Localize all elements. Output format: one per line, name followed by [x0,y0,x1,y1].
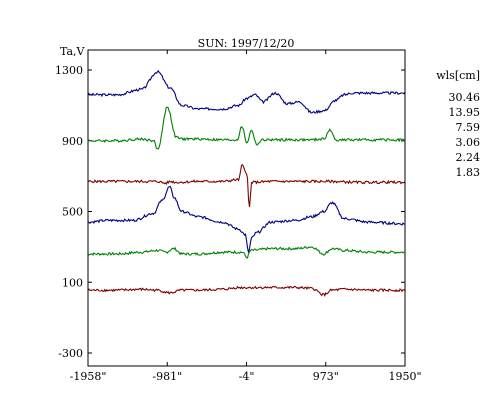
legend-item: 3.06 [456,136,481,149]
series-line [87,106,406,150]
data-series [87,69,406,297]
series-line [87,245,406,259]
plot-frame [87,49,406,367]
series-line [87,164,406,208]
legend-item: 1.83 [456,166,481,179]
y-tick-label: -300 [58,347,83,360]
legend-item: 7.59 [456,121,481,134]
chart-title: SUN: 1997/12/20 [198,37,295,50]
x-tick-label: -1958" [70,370,107,383]
x-tick-label: 1950" [388,370,421,383]
series-line [87,185,406,253]
legend-item: 2.24 [456,151,481,164]
legend-item: 30.46 [449,91,481,104]
x-tick-label: 973" [313,370,339,383]
legend-title: wls[cm] [436,69,480,82]
y-tick-label: 100 [62,276,83,289]
x-tick-label: -981" [152,370,182,383]
axis-ticks: -1958" -981" -4" 973" 1950" 1300 900 500 100 -300 [55,50,422,383]
legend-item: 13.95 [449,106,481,119]
y-tick-label: 1300 [55,64,83,77]
series-line [87,285,406,297]
y-tick-label: 900 [62,135,83,148]
y-tick-label: 500 [62,206,83,219]
y-axis-label: Ta,V [60,45,86,58]
x-tick-label: -4" [239,370,255,383]
legend: wls[cm] 30.46 13.95 7.59 3.06 2.24 1.83 [436,69,480,179]
series-line [87,69,406,115]
